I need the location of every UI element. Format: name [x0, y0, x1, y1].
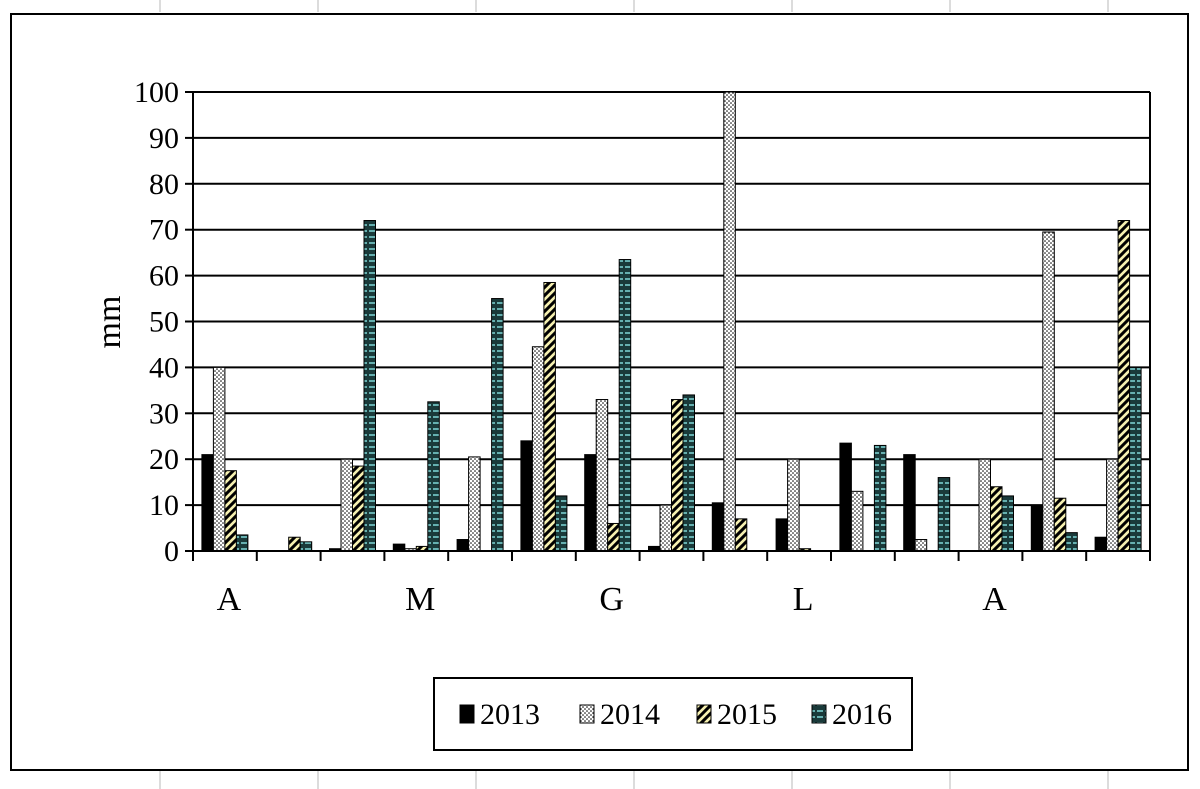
month-label: L	[793, 581, 814, 618]
y-tick-label: 0	[164, 535, 179, 568]
bar-2014-15	[1106, 458, 1119, 552]
bar-2015-7	[607, 522, 620, 552]
bar-2016-2	[299, 541, 313, 552]
legend-swatch-2016	[811, 704, 827, 724]
bar-2014-5	[468, 456, 481, 552]
legend-label-2015: 2015	[717, 698, 777, 731]
bar-2016-13	[1001, 495, 1014, 552]
bar-2014-9	[723, 91, 736, 552]
bar-2013-4	[392, 543, 406, 552]
bar-2014-6	[531, 346, 545, 552]
bar-2014-12	[914, 539, 928, 552]
y-tick-label: 100	[134, 76, 179, 109]
bar-2014-8	[659, 504, 672, 552]
bar-2013-1	[201, 454, 214, 552]
legend-swatch-2013	[459, 704, 475, 724]
bar-2015-9	[734, 518, 748, 552]
bar-2013-12	[903, 454, 916, 552]
y-tick-label: 80	[149, 168, 179, 201]
y-tick-label: 90	[149, 122, 179, 155]
y-tick-label: 30	[149, 397, 179, 430]
bar-2013-11	[839, 442, 852, 552]
legend: 2013 2014 2015 2016	[433, 677, 913, 751]
month-label: M	[405, 581, 435, 618]
y-tick-labels: 0 10 20 30 40 50 60 70 80 90 100	[134, 76, 179, 568]
bar-2014-10	[787, 458, 800, 552]
bar-2013-14	[1030, 504, 1044, 552]
bar-2014-14	[1042, 231, 1055, 552]
bar-2013-7	[584, 454, 597, 552]
bar-2016-7	[618, 259, 632, 552]
bar-2015-1	[224, 470, 237, 552]
bar-2016-4	[427, 401, 440, 552]
month-label: A	[982, 581, 1007, 618]
bar-2015-13	[990, 486, 1003, 552]
bar-2015-14	[1053, 497, 1067, 552]
bar-2014-3	[340, 458, 353, 552]
chart-border	[10, 13, 1189, 771]
y-tick-label: 10	[149, 489, 179, 522]
y-tick-label: 50	[149, 306, 179, 339]
bar-2016-5	[491, 298, 504, 552]
legend-swatch-2015	[696, 704, 712, 724]
legend-label-2016: 2016	[832, 698, 892, 731]
bar-2013-9	[711, 502, 725, 552]
legend-label-2013: 2013	[480, 698, 540, 731]
bar-2016-8	[682, 394, 695, 552]
bar-2014-11	[850, 490, 864, 552]
bar-2013-10	[775, 518, 789, 552]
bar-2015-15	[1117, 220, 1131, 552]
bar-2016-14	[1065, 532, 1078, 552]
y-tick-label: 20	[149, 443, 179, 476]
bar-2015-2	[288, 536, 301, 552]
bar-2014-13	[978, 458, 991, 552]
bar-2013-15	[1094, 536, 1108, 552]
bars	[201, 91, 1142, 552]
bar-2016-1	[235, 534, 249, 552]
bar-2016-12	[937, 477, 951, 552]
y-axis-label: mm	[91, 296, 128, 349]
bar-2015-8	[671, 399, 684, 552]
bar-2014-1	[212, 366, 226, 552]
bar-2013-6	[520, 440, 533, 552]
axes	[192, 92, 1151, 561]
bar-2014-7	[595, 399, 609, 552]
bar-2016-3	[363, 220, 376, 552]
bar-2016-6	[554, 495, 568, 552]
y-tick-label: 70	[149, 214, 179, 247]
bar-2016-15	[1129, 366, 1142, 552]
legend-label-2014: 2014	[600, 698, 660, 731]
legend-box	[433, 677, 913, 751]
month-label: A	[217, 581, 242, 618]
month-label: G	[599, 581, 624, 618]
bar-2015-3	[352, 465, 365, 552]
sheet-ticks	[159, 0, 1109, 789]
bar-2015-6	[543, 281, 556, 552]
y-tick-label: 60	[149, 260, 179, 293]
y-tick-label: 40	[149, 351, 179, 384]
legend-swatch-2014	[579, 704, 595, 724]
bar-2013-5	[456, 539, 470, 552]
bar-2016-11	[873, 444, 887, 552]
